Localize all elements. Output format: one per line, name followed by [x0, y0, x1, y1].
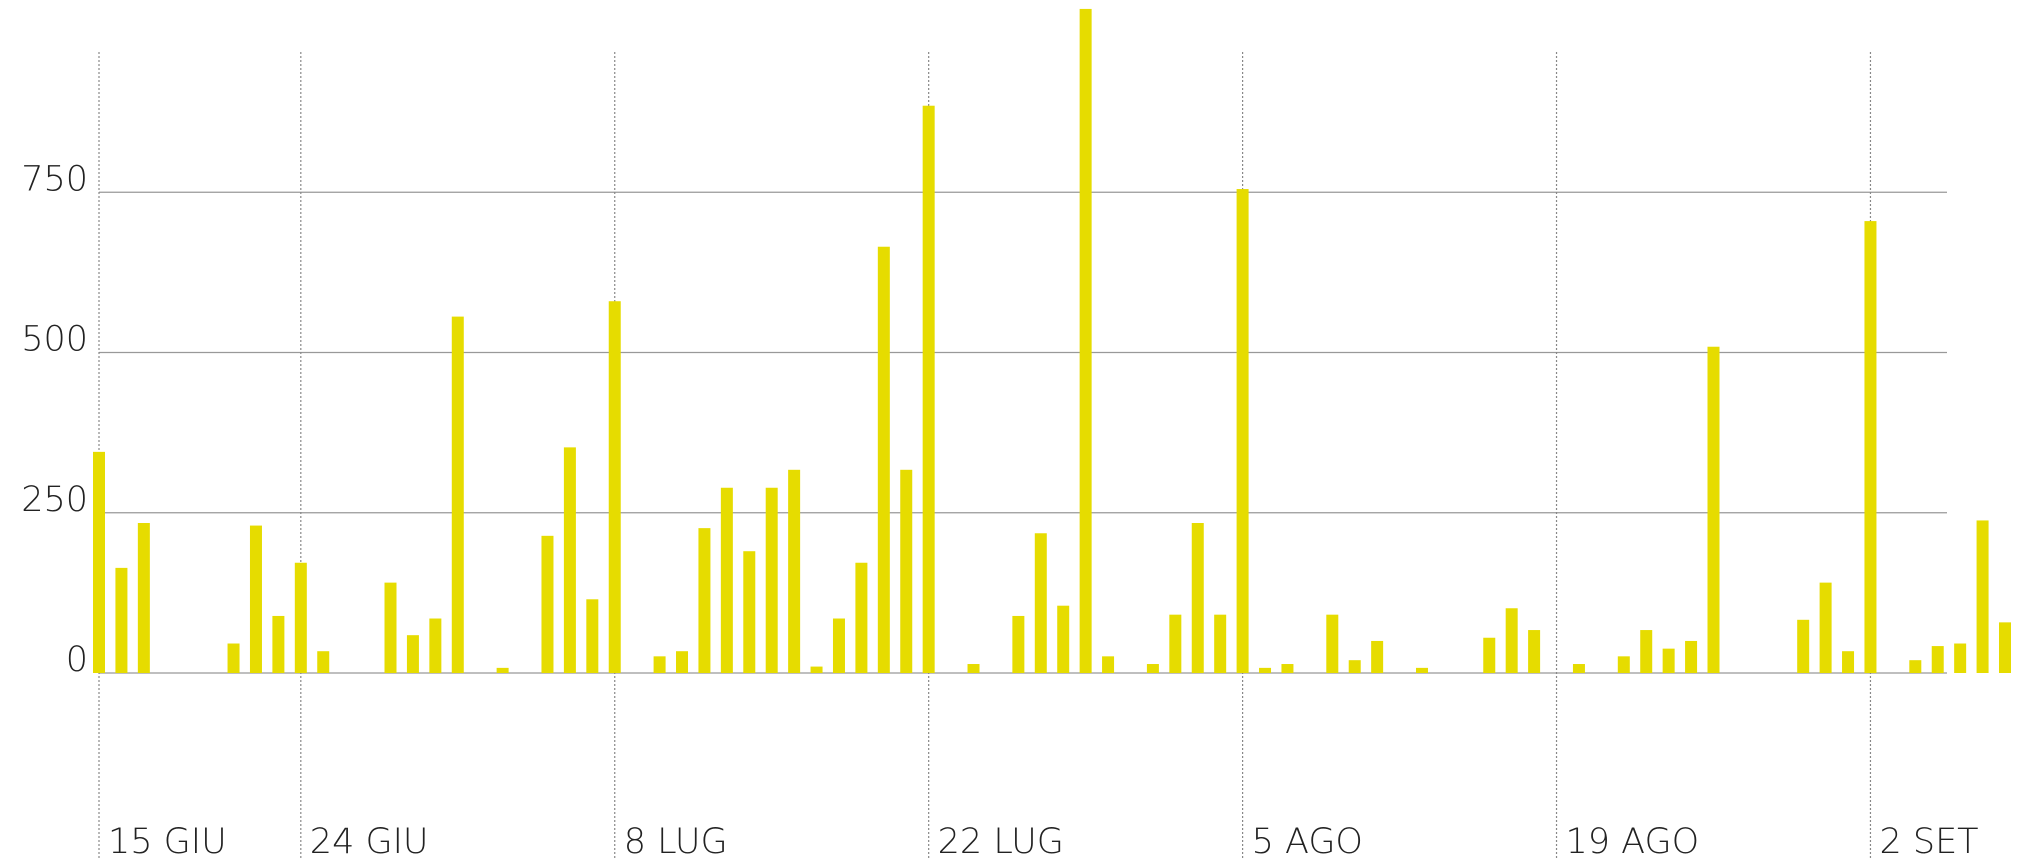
bar [720, 487, 733, 673]
bar [1259, 667, 1272, 673]
x-tick-label: 8 LUG [624, 822, 728, 860]
bar [900, 469, 913, 673]
bar [1214, 614, 1227, 673]
bar [1057, 605, 1070, 673]
bar [451, 316, 464, 673]
bar [294, 562, 307, 673]
x-tick-label: 22 LUG [938, 822, 1064, 860]
x-tick-label: 2 SET [1879, 822, 1978, 860]
bar [1191, 523, 1204, 673]
bar [1012, 615, 1025, 673]
bar [1662, 648, 1675, 673]
bar [93, 451, 105, 673]
bar [115, 567, 128, 673]
bar [563, 447, 576, 673]
bar [855, 562, 868, 673]
bar [1505, 608, 1518, 673]
bar [272, 615, 285, 673]
bar [429, 618, 442, 673]
bar [1281, 664, 1294, 673]
bar [1842, 651, 1855, 673]
bar [586, 599, 599, 673]
bar [384, 582, 397, 673]
bar [765, 487, 778, 673]
bar [1169, 614, 1182, 673]
bar [1102, 656, 1115, 673]
bar [810, 666, 823, 673]
bar [1079, 8, 1092, 673]
bar [1954, 643, 1967, 673]
bar [1931, 646, 1944, 673]
bar [249, 525, 262, 673]
y-tick-label: 750 [21, 159, 88, 199]
bar [137, 523, 150, 673]
bar [496, 667, 509, 673]
y-tick-label: 500 [21, 320, 88, 360]
bar [653, 656, 666, 673]
bar [406, 635, 419, 673]
x-tick-label: 19 AGO [1566, 822, 1700, 860]
bar [967, 664, 980, 673]
bar [1685, 640, 1698, 673]
bar [676, 651, 689, 673]
bar [1999, 622, 2011, 673]
bar [1909, 660, 1922, 673]
bar [541, 535, 554, 673]
bar [608, 301, 621, 673]
y-tick-label: 250 [21, 480, 88, 520]
bar [1371, 640, 1384, 673]
bar [1528, 630, 1541, 673]
bar [877, 246, 890, 674]
bar [317, 651, 330, 673]
bar [1976, 520, 1989, 673]
bar [227, 643, 240, 673]
x-tick-label: 5 AGO [1252, 822, 1363, 860]
x-tick-label: 15 GIU [108, 822, 227, 860]
x-tick-label: 24 GIU [310, 822, 429, 860]
bar [1617, 656, 1630, 673]
bar [1864, 221, 1877, 673]
bar [1326, 614, 1339, 673]
bar [1034, 533, 1047, 673]
bar [1348, 660, 1361, 673]
bar [1707, 346, 1720, 673]
bar [1640, 630, 1653, 673]
bar [788, 469, 801, 673]
bar [743, 551, 756, 673]
bar [1483, 637, 1496, 673]
bar [698, 528, 711, 673]
bar [1572, 664, 1585, 673]
bar [1415, 667, 1428, 673]
bar [1797, 619, 1810, 673]
bar [922, 105, 935, 674]
bar [1236, 189, 1249, 674]
bar [1819, 582, 1832, 673]
bar [832, 618, 845, 673]
y-tick-label: 0 [66, 640, 88, 680]
bar [1146, 664, 1159, 673]
